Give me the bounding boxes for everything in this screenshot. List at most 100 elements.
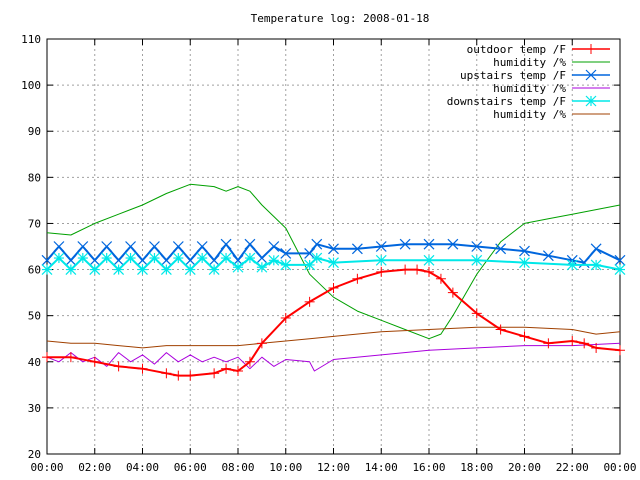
x-tick-label: 20:00 xyxy=(508,461,541,474)
x-tick-label: 08:00 xyxy=(221,461,254,474)
data-point xyxy=(519,331,530,342)
data-point xyxy=(615,345,625,356)
x-tick-label: 06:00 xyxy=(174,461,207,474)
data-point xyxy=(137,363,148,374)
data-point xyxy=(590,243,602,255)
data-point xyxy=(77,252,89,264)
data-point xyxy=(185,370,196,381)
series-line xyxy=(46,183,621,340)
series-humidity-5 xyxy=(46,326,621,349)
data-point xyxy=(184,254,196,266)
data-point xyxy=(244,238,256,250)
data-point xyxy=(101,241,113,252)
data-point xyxy=(256,252,268,264)
data-point xyxy=(220,238,232,250)
x-tick-label: 16:00 xyxy=(412,461,445,474)
legend-label: downstairs temp /F xyxy=(447,95,566,108)
data-point xyxy=(41,254,53,266)
x-tick-label: 14:00 xyxy=(365,461,398,474)
data-point xyxy=(423,254,435,266)
y-tick-label: 50 xyxy=(28,310,41,323)
legend-label: humidity /% xyxy=(493,82,566,95)
data-point xyxy=(89,254,101,266)
data-point xyxy=(196,241,208,252)
data-point xyxy=(447,287,458,298)
data-point xyxy=(304,296,315,307)
data-point xyxy=(328,257,339,269)
data-point xyxy=(280,259,292,271)
legend-label: outdoor temp /F xyxy=(467,43,566,56)
data-point xyxy=(311,238,323,250)
data-point xyxy=(311,252,323,264)
data-point xyxy=(113,254,125,266)
data-point xyxy=(375,254,387,266)
data-point xyxy=(328,283,339,293)
data-point xyxy=(543,338,554,349)
data-point xyxy=(351,243,363,255)
y-tick-label: 70 xyxy=(28,217,41,230)
x-tick-label: 04:00 xyxy=(126,461,159,474)
data-point xyxy=(519,245,530,257)
data-point xyxy=(591,342,602,353)
data-point xyxy=(173,370,184,381)
data-point xyxy=(435,273,446,284)
data-point xyxy=(256,261,268,273)
data-point xyxy=(447,238,459,250)
data-point xyxy=(567,336,578,347)
data-point xyxy=(376,266,387,277)
data-point xyxy=(113,361,124,372)
data-point xyxy=(614,254,626,266)
series-line xyxy=(46,342,621,372)
data-point xyxy=(137,254,148,266)
data-point xyxy=(160,254,172,266)
data-point xyxy=(196,252,208,264)
data-point xyxy=(495,243,507,255)
data-point xyxy=(423,238,435,250)
data-point xyxy=(172,241,184,252)
data-point xyxy=(256,338,267,349)
data-point xyxy=(244,252,256,264)
data-point xyxy=(209,368,220,379)
data-point xyxy=(53,252,65,264)
data-point xyxy=(244,356,255,367)
y-tick-label: 60 xyxy=(28,264,41,277)
data-point xyxy=(280,312,291,323)
chart-title: Temperature log: 2008-01-18 xyxy=(251,12,430,25)
data-point xyxy=(42,352,52,363)
data-point xyxy=(471,308,482,319)
data-point xyxy=(614,264,626,275)
x-tick-label: 22:00 xyxy=(556,461,589,474)
data-point xyxy=(65,254,77,266)
x-tick-label: 00:00 xyxy=(603,461,636,474)
data-point xyxy=(328,243,339,255)
y-tick-label: 90 xyxy=(28,125,41,138)
data-point xyxy=(495,324,506,335)
x-tick-label: 00:00 xyxy=(30,461,63,474)
data-point xyxy=(221,363,232,374)
data-point xyxy=(184,264,196,275)
data-point xyxy=(65,264,77,275)
legend-marker xyxy=(585,95,597,107)
data-point xyxy=(352,273,363,284)
data-point xyxy=(220,252,232,264)
data-point xyxy=(77,241,89,252)
data-point xyxy=(160,264,172,275)
data-point xyxy=(268,241,280,252)
legend-label: upstairs temp /F xyxy=(460,69,566,82)
data-point xyxy=(233,366,243,376)
data-point xyxy=(304,247,316,259)
data-point xyxy=(89,356,100,367)
data-point xyxy=(519,257,530,269)
series-outdoor-temp-f-0 xyxy=(42,264,625,381)
data-point xyxy=(101,252,113,264)
y-tick-label: 110 xyxy=(21,33,41,46)
x-tick-label: 12:00 xyxy=(317,461,350,474)
data-point xyxy=(125,241,136,252)
data-point xyxy=(41,264,53,275)
data-point xyxy=(125,252,136,264)
legend-label: humidity /% xyxy=(493,108,566,121)
data-point xyxy=(149,252,160,264)
data-point xyxy=(113,264,125,275)
x-tick-label: 10:00 xyxy=(269,461,302,474)
